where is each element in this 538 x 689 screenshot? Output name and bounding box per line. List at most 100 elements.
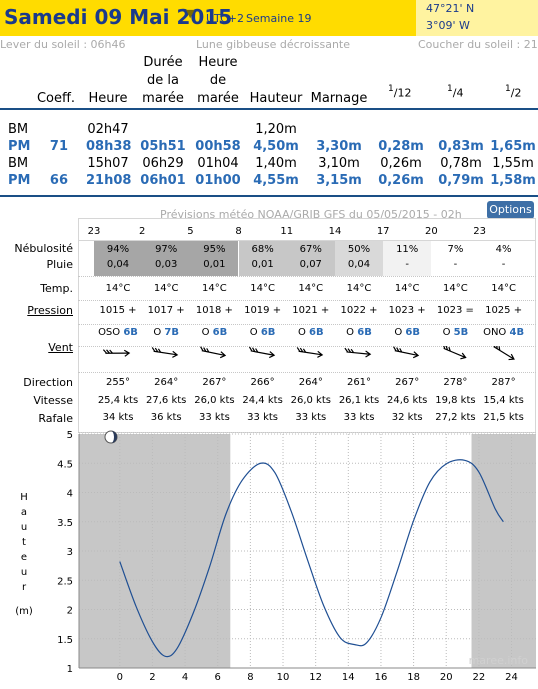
tide-cell-v12b: 1,65m	[490, 139, 536, 154]
cloud-cover-cell	[383, 240, 432, 276]
timezone-label: UTC+2	[206, 12, 245, 25]
y-tick-label: 4	[67, 489, 73, 500]
meteo-vitesse: 24,6 kts	[387, 395, 428, 406]
wind-cell: O 6B	[383, 327, 431, 338]
col-heure: Heure	[88, 91, 128, 106]
date-title[interactable]: Samedi 09 Mai 2015	[4, 5, 233, 29]
meteo-vitesse: 26,0 kts	[194, 395, 235, 406]
wind-cell: O 5B	[431, 327, 479, 338]
x-tick-label: 6	[215, 672, 221, 683]
x-tick-label: 16	[375, 672, 388, 683]
tide-cell-v14: 0,83m	[438, 139, 484, 154]
wind-cell: O 6B	[335, 327, 383, 338]
tide-cell-heure_maree: 01h04	[197, 156, 239, 171]
wind-force: 7B	[164, 327, 180, 338]
y-tick-label: 1	[67, 664, 73, 675]
hour-label: 2	[139, 226, 146, 237]
x-tick-label: 10	[277, 672, 290, 683]
wind-barb-icon	[200, 346, 227, 359]
week-label: Semaine 19	[246, 12, 312, 25]
wind-direction: O	[201, 327, 210, 338]
tide-cell-v14: 0,79m	[438, 173, 484, 188]
chevron-down-icon[interactable]: ▼	[186, 7, 195, 20]
row-divider	[78, 276, 536, 277]
meteo-pluie: -	[453, 259, 458, 270]
meteo-vitesse: 25,4 kts	[97, 395, 139, 406]
row-divider	[78, 240, 536, 241]
meteo-rafale: 27,2 kts	[435, 412, 476, 423]
meteo-nebulosite: 7%	[447, 244, 464, 255]
meteo-pluie: -	[501, 259, 506, 270]
tide-cell-heure_maree: 01h00	[195, 173, 241, 188]
meteo-nebulosite: 11%	[396, 244, 419, 255]
hour-label: 14	[328, 226, 342, 237]
y-axis-label-char: u	[21, 567, 27, 578]
tide-cell-time: 08h38	[86, 139, 132, 154]
meteo-temp: 14°C	[443, 283, 468, 294]
y-axis-unit: (m)	[15, 606, 33, 617]
table-footer-rule	[0, 195, 538, 197]
meteo-direction: 264°	[298, 377, 323, 388]
tide-cell-type: BM	[8, 156, 29, 171]
hour-label: 17	[376, 226, 390, 237]
meteo-rafale: 32 kts	[391, 412, 423, 423]
meteo-pluie: 0,04	[347, 259, 371, 270]
meteo-vitesse: 15,4 kts	[483, 395, 524, 406]
meteo-rafale: 33 kts	[247, 412, 278, 423]
y-tick-label: 5	[67, 430, 73, 441]
meteo-pluie: -	[405, 259, 409, 270]
row-divider	[78, 346, 536, 347]
meteo-pluie: 0,04	[106, 259, 130, 270]
row-divider	[78, 300, 536, 301]
wind-cell: O 6B	[190, 327, 238, 338]
tide-cell-v12b: 1,55m	[492, 156, 534, 171]
meteo-direction: 266°	[250, 377, 275, 388]
meteo-pluie: 0,03	[155, 259, 178, 270]
y-tick-label: 4.5	[57, 459, 73, 470]
tide-cell-coeff: 71	[49, 139, 68, 154]
cloud-cover-cell	[238, 240, 287, 276]
tide-cell-hauteur: 4,50m	[253, 139, 299, 154]
meteo-pression: 1021 +	[292, 305, 330, 316]
wind-cell: O 7B	[142, 327, 190, 338]
meteo-rafale: 33 kts	[198, 412, 230, 423]
cloud-cover-cell	[431, 240, 480, 276]
meteo-temp: 14°C	[250, 283, 275, 294]
longitude: 3°09' W	[426, 19, 470, 32]
meteo-temp: 14°C	[105, 283, 131, 294]
tide-cell-v14: 0,78m	[440, 156, 482, 171]
tide-cell-time: 21h08	[86, 173, 132, 188]
meteo-pression: 1018 +	[195, 305, 233, 316]
wind-cell: ONO 4B	[480, 327, 528, 338]
sunrise-text: Lever du soleil : 06h46	[0, 38, 126, 51]
tide-cell-hauteur: 1,20m	[255, 122, 297, 137]
tide-cell-marnage: 3,30m	[316, 139, 362, 154]
wind-force: 6B	[309, 327, 324, 338]
cloud-cover-cell	[190, 240, 239, 276]
meteo-direction: 255°	[105, 377, 131, 388]
y-axis-label-char: a	[21, 507, 27, 518]
x-tick-label: 22	[473, 672, 486, 683]
wind-direction: OSO	[98, 327, 121, 338]
meteo-direction: 278°	[443, 377, 468, 388]
hour-label: 23	[87, 226, 101, 237]
meteo-rafale: 36 kts	[150, 412, 182, 423]
tide-cell-marnage: 3,15m	[316, 173, 362, 188]
y-tick-label: 2.5	[57, 576, 73, 587]
cloud-cover-cell	[335, 240, 383, 276]
x-tick-label: 8	[247, 672, 253, 683]
watermark: maree.info	[469, 654, 529, 667]
meteo-nebulosite: 67%	[299, 244, 322, 255]
tide-cell-type: PM	[8, 173, 31, 188]
meteo-nebulosite: 68%	[251, 244, 274, 255]
meteo-pluie: 0,01	[203, 259, 226, 270]
wind-force: 6B	[260, 327, 276, 338]
wind-barb-icon	[344, 347, 372, 358]
tide-cell-duree: 05h51	[140, 139, 186, 154]
wind-direction: O	[346, 327, 355, 338]
x-tick-label: 24	[505, 672, 518, 683]
hour-label: 20	[425, 226, 438, 237]
col-hauteur: Hauteur	[249, 91, 303, 106]
options-button[interactable]: Options	[487, 201, 534, 219]
meteo-nebulosite: 4%	[495, 244, 512, 255]
